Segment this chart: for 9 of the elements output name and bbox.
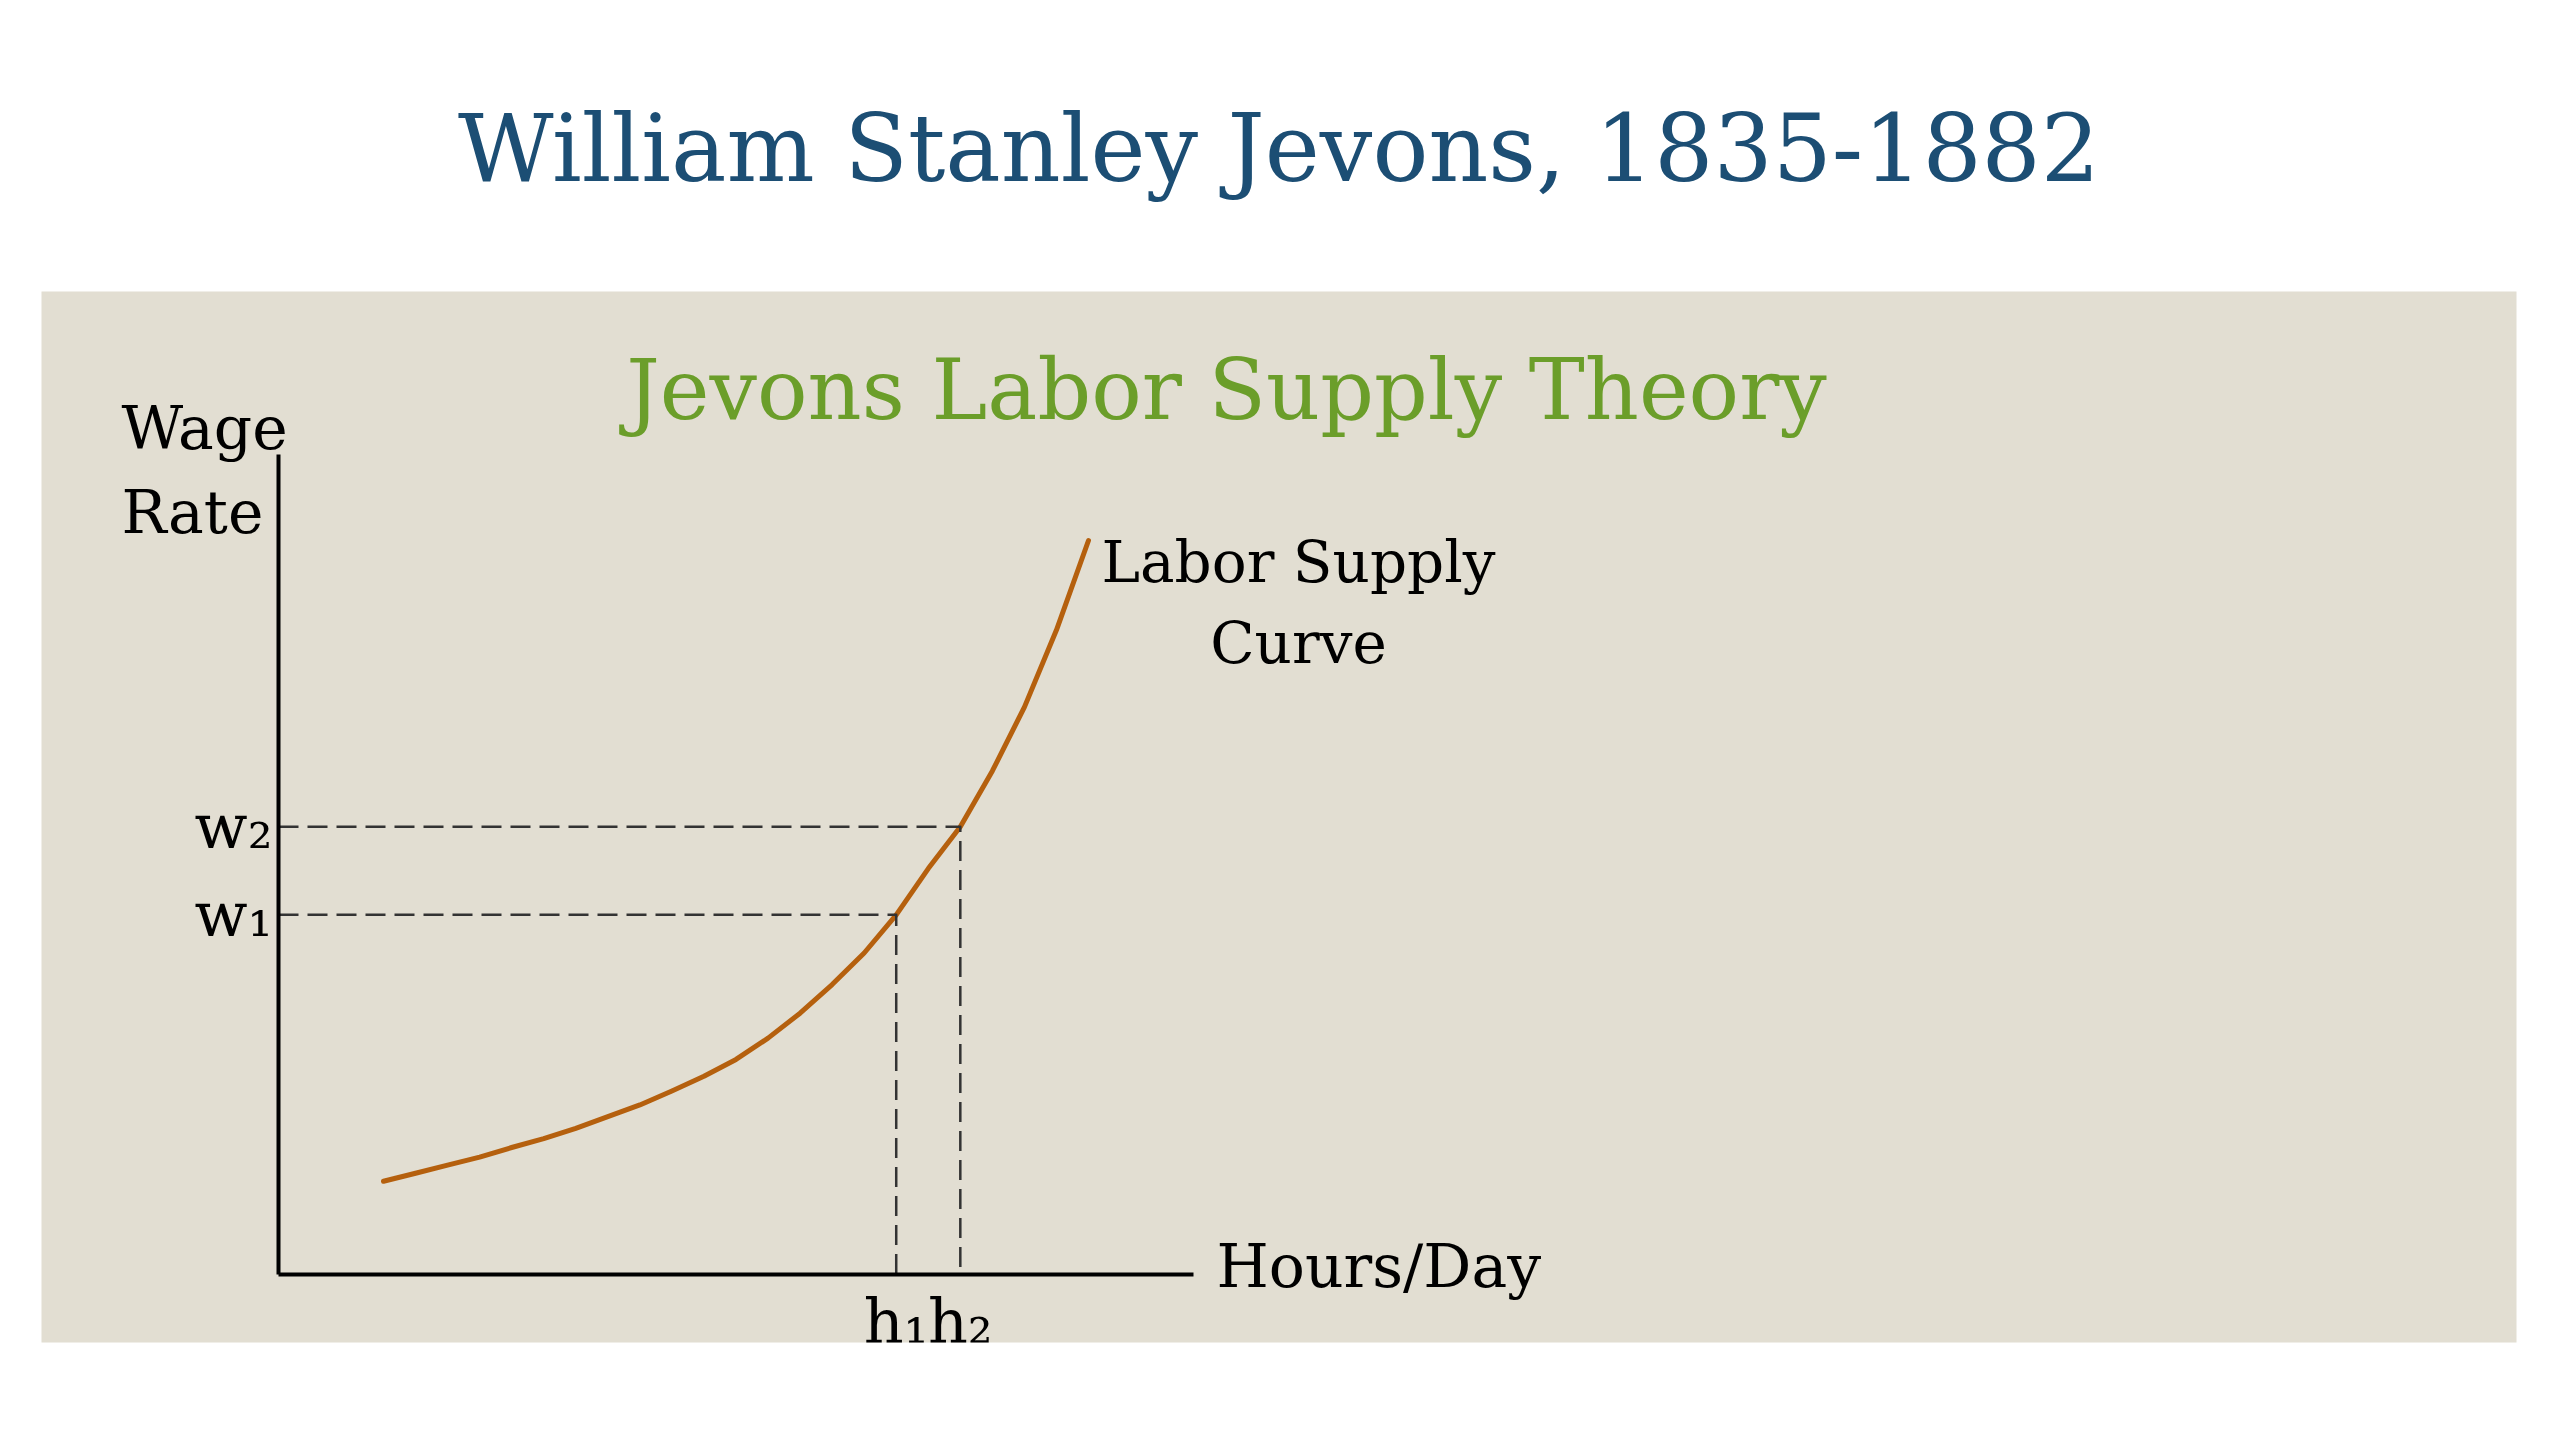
chart-subtitle: Jevons Labor Supply Theory <box>618 340 1828 439</box>
x-tick-label: h₂ <box>927 1284 993 1358</box>
x-axis-title: Hours/Day <box>1216 1230 1542 1301</box>
y-axis-title: Wage Rate <box>121 392 288 547</box>
chart-title: William Stanley Jevons, 1835-1882 <box>458 95 2100 203</box>
ref-line-label: w₂ <box>194 790 273 864</box>
x-tick-label: h₁ <box>863 1284 929 1358</box>
series-label: Labor Supply Curve <box>1101 527 1496 678</box>
ref-line-label: w₁ <box>194 878 273 952</box>
